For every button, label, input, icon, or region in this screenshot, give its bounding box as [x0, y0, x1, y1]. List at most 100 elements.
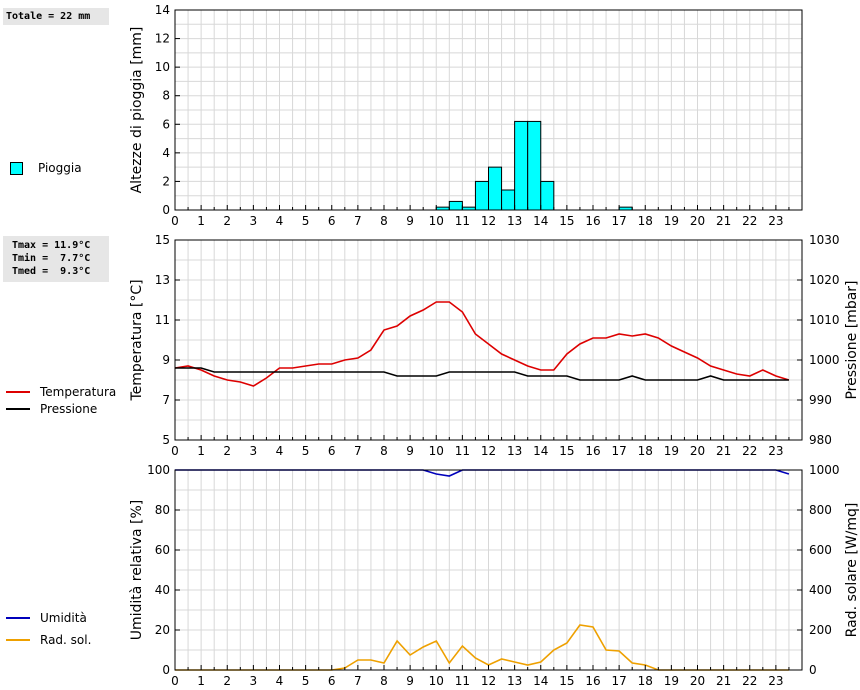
x-tick-label: 6	[328, 674, 336, 688]
rain-bar	[540, 180, 555, 211]
x-tick-label: 2	[223, 444, 231, 458]
y-tick-label: 8	[162, 89, 170, 103]
rain-bar	[448, 200, 463, 211]
x-tick-label: 16	[585, 674, 600, 688]
x-tick-label: 17	[611, 444, 626, 458]
x-tick-label: 14	[533, 214, 548, 228]
legend-radiation-label: Rad. sol.	[40, 633, 92, 647]
x-tick-label: 19	[664, 214, 679, 228]
x-tick-label: 9	[406, 214, 414, 228]
y2-tick-label: 1000	[809, 463, 840, 477]
x-tick-label: 22	[742, 214, 757, 228]
x-tick-label: 10	[429, 674, 444, 688]
y-tick-label: 4	[162, 146, 170, 160]
x-tick-label: 14	[533, 444, 548, 458]
legend-rain-label: Pioggia	[38, 161, 82, 175]
y-tick-label: 0	[162, 203, 170, 217]
x-tick-label: 17	[611, 214, 626, 228]
rain-total-box: Totale = 22 mm	[3, 8, 109, 25]
y-axis-title: Temperatura [°C]	[129, 279, 145, 401]
y-tick-label: 20	[155, 623, 170, 637]
legend-temperature-swatch	[6, 391, 30, 393]
x-tick-label: 10	[429, 214, 444, 228]
x-tick-label: 13	[507, 444, 522, 458]
x-tick-label: 8	[380, 674, 388, 688]
x-tick-label: 20	[690, 214, 705, 228]
y-tick-label: 13	[155, 273, 170, 287]
x-tick-label: 4	[276, 444, 284, 458]
x-tick-label: 2	[223, 214, 231, 228]
legend-radiation: Rad. sol.	[6, 633, 91, 647]
x-tick-label: 14	[533, 674, 548, 688]
x-tick-label: 5	[302, 214, 310, 228]
y-tick-label: 11	[155, 313, 170, 327]
y-tick-label: 60	[155, 543, 170, 557]
x-tick-label: 7	[354, 214, 362, 228]
x-tick-label: 22	[742, 444, 757, 458]
x-tick-label: 3	[250, 444, 258, 458]
x-tick-label: 11	[455, 214, 470, 228]
radiation-line	[175, 624, 789, 671]
x-tick-label: 0	[171, 674, 179, 688]
temperature-summary-box: Tmax = 11.9°C Tmin = 7.7°C Tmed = 9.3°C	[3, 236, 109, 282]
legend-rain-swatch	[10, 161, 23, 175]
x-tick-label: 3	[250, 214, 258, 228]
y-tick-label: 5	[162, 433, 170, 447]
x-tick-label: 8	[380, 214, 388, 228]
rain-bar	[501, 189, 516, 211]
x-tick-label: 5	[302, 444, 310, 458]
x-tick-label: 6	[328, 444, 336, 458]
x-tick-label: 23	[768, 674, 783, 688]
x-tick-label: 9	[406, 444, 414, 458]
y-tick-label: 0	[162, 663, 170, 677]
x-tick-label: 23	[768, 214, 783, 228]
x-tick-label: 4	[276, 214, 284, 228]
legend-pressure: Pressione	[6, 402, 97, 416]
y2-tick-label: 400	[809, 583, 832, 597]
x-tick-label: 11	[455, 444, 470, 458]
x-tick-label: 18	[638, 674, 653, 688]
x-tick-label: 11	[455, 674, 470, 688]
chart-panel-2: 0 1 2 3 4 5 6 7 8 9 10 11 12 13 14 15 16 17 18 19 20 21 22 2357…	[129, 233, 860, 458]
x-tick-label: 2	[223, 674, 231, 688]
y2-tick-label: 600	[809, 543, 832, 557]
x-tick-label: 1	[197, 674, 205, 688]
y-tick-label: 10	[155, 60, 170, 74]
x-tick-label: 0	[171, 214, 179, 228]
rain-bar	[514, 120, 529, 211]
y-tick-label: 80	[155, 503, 170, 517]
rain-bar	[488, 166, 503, 211]
y2-tick-label: 800	[809, 503, 832, 517]
x-tick-label: 19	[664, 674, 679, 688]
x-tick-label: 9	[406, 674, 414, 688]
x-tick-label: 16	[585, 444, 600, 458]
x-tick-label: 13	[507, 214, 522, 228]
y2-tick-label: 1030	[809, 233, 840, 247]
x-tick-label: 7	[354, 674, 362, 688]
x-tick-label: 18	[638, 214, 653, 228]
x-tick-label: 13	[507, 674, 522, 688]
y2-axis-title: Pressione [mbar]	[844, 280, 860, 399]
chart-panel-1: 0 1 2 3 4 5 6 7 8 9 10 11 12 13 14 15 16 17 18 19 20 21 22 2302…	[129, 3, 803, 228]
legend-humidity-label: Umidità	[40, 611, 87, 625]
x-tick-label: 1	[197, 444, 205, 458]
x-tick-label: 21	[716, 444, 731, 458]
x-tick-label: 6	[328, 214, 336, 228]
y2-tick-label: 1020	[809, 273, 840, 287]
rain-bar	[474, 180, 489, 211]
x-tick-label: 15	[559, 674, 574, 688]
y2-tick-label: 1000	[809, 353, 840, 367]
x-tick-label: 19	[664, 444, 679, 458]
y2-tick-label: 1010	[809, 313, 840, 327]
x-tick-label: 12	[481, 444, 496, 458]
chart-panel-3: 0 1 2 3 4 5 6 7 8 9 10 11 12 13 14 15 16 17 18 19 20 21 22 2302…	[129, 463, 860, 688]
x-tick-label: 21	[716, 214, 731, 228]
y-tick-label: 7	[162, 393, 170, 407]
y2-tick-label: 0	[809, 663, 817, 677]
y-tick-label: 2	[162, 174, 170, 188]
y-tick-label: 9	[162, 353, 170, 367]
x-tick-label: 12	[481, 674, 496, 688]
rain-total-text: Totale = 22 mm	[6, 11, 91, 22]
legend-radiation-swatch	[6, 639, 30, 641]
y-tick-label: 100	[147, 463, 170, 477]
